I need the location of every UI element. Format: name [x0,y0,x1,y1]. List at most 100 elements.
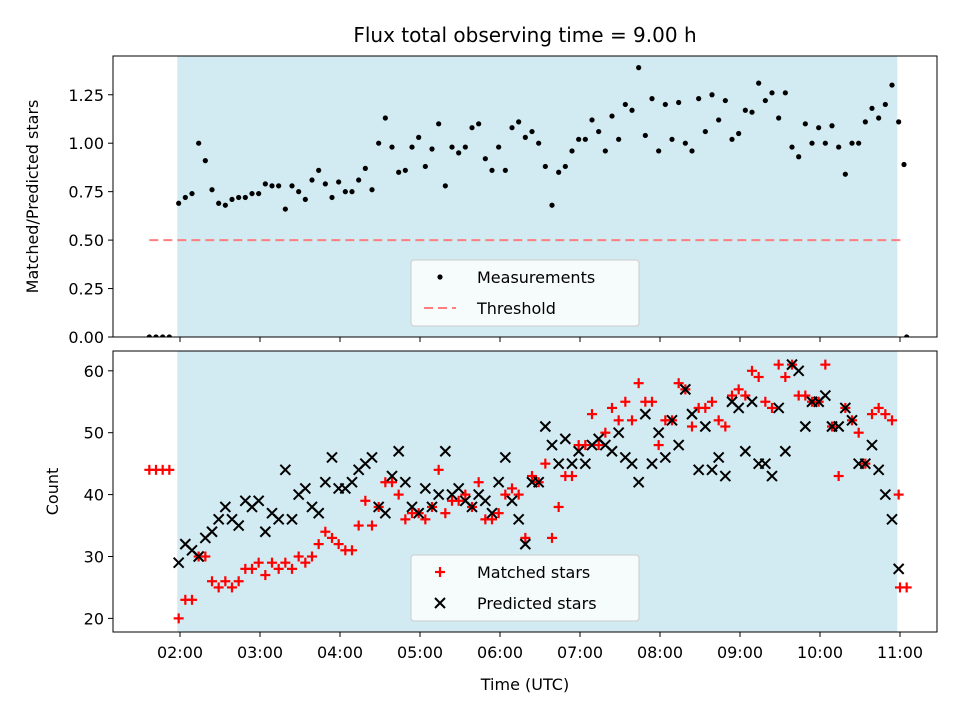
measurements-point [496,144,502,150]
legend-label: Predicted stars [477,594,597,613]
predicted-stars-point-b [219,501,232,513]
measurements-point [516,119,522,125]
measurements-point [449,144,455,150]
measurements-point [396,169,402,175]
measurements-point [582,136,588,142]
predicted-stars-point-b [786,358,798,371]
predicted-stars-point [652,426,665,439]
predicted-stars-point-b [719,470,732,482]
predicted-stars-point [632,476,645,488]
measurements-point [736,130,742,137]
predicted-stars-point-b [286,513,298,526]
legend: Measurements Threshold [410,259,640,327]
measurements-point [402,167,408,173]
predicted-stars-point-b [299,482,312,495]
y-tick-label: 0.00 [68,328,104,347]
predicted-stars-point-b [772,402,785,414]
predicted-stars-point-b [692,464,705,476]
predicted-stars-point-b [599,439,612,451]
x-tick-label: 03:00 [237,643,283,662]
measurements-point [622,101,628,108]
measurements-point [709,92,715,98]
matched-stars-point [333,539,344,550]
predicted-stars-point-b [886,513,898,526]
measurements-point [869,105,875,111]
measurements-point [556,169,562,175]
predicted-stars-point [279,464,292,476]
predicted-stars-point-b [866,439,878,451]
matched-stars-point [607,402,617,413]
y-tick-label: 1.25 [68,86,104,105]
measurements-point [662,101,668,108]
predicted-stars-point [326,451,338,464]
predicted-stars-point [832,420,845,433]
measurements-point [729,136,735,142]
matched-stars-point [280,557,291,568]
measurements-point [576,136,582,142]
measurements-point [689,148,695,154]
predicted-stars-point-b [712,451,725,464]
measurements-point [749,109,755,115]
predicted-stars-point-b [746,396,758,408]
predicted-stars-point [679,383,692,396]
predicted-stars-point [319,476,332,488]
bottom-panel: 20 30 40 50 60 02:00 03:00 04:00 05:00 06:00 07:00… [43,350,938,694]
matched-stars-point [460,489,471,500]
measurements-point [609,113,615,119]
matched-stars-point [253,557,264,568]
measurements-point [901,161,907,168]
matched-stars-point [853,427,864,438]
predicted-stars-point-b [512,513,525,526]
matched-stars-point [800,390,811,401]
measurements-point [176,200,182,206]
predicted-stars-point [412,507,425,519]
matched-stars-point [700,402,711,413]
matched-stars-point [164,464,175,475]
predicted-stars-point [719,470,732,482]
matched-stars-point [187,594,197,605]
measurements-point [256,190,262,197]
predicted-stars-point-b [186,544,198,557]
y-tick-label: 30 [84,547,104,566]
matched-stars-point [747,365,757,376]
predicted-stars-point [312,507,325,519]
predicted-stars-point [366,451,378,464]
measurements-point [429,146,435,152]
matched-stars-point [360,495,371,506]
matched-stars-point [727,390,737,401]
predicted-stars-point-b [532,476,545,488]
measurements-point [549,202,555,208]
matched-stars-point [740,390,751,401]
y-axis-label: Matched/Predicted stars [23,100,42,294]
predicted-stars-point-b [179,538,192,550]
predicted-stars-point [886,513,898,526]
data-points [144,358,912,624]
measurements-point [302,196,308,203]
measurements-point [682,140,688,146]
predicted-stars-point-b [872,464,885,476]
matched-stars-point [873,402,884,413]
measurements-point [836,144,842,150]
predicted-stars-point [379,507,392,519]
predicted-stars-point [532,476,545,488]
predicted-stars-point [219,501,232,513]
predicted-stars-point [452,482,465,495]
measurements-point [904,334,910,337]
predicted-stars-point-b [879,488,892,501]
predicted-stars-point [799,420,812,433]
matched-stars-point [420,514,431,525]
matched-stars-point [673,378,684,389]
predicted-stars-point [546,439,558,451]
predicted-stars-point-b [479,495,492,507]
measurements-point [146,334,152,337]
predicted-stars-point [672,439,685,451]
measurements-point [382,115,388,121]
predicted-stars-point [572,445,585,457]
measurements-point [636,65,642,71]
measurements-point [416,134,422,140]
measurements-point [796,154,802,160]
matched-stars-point [773,359,784,370]
measurements-point [529,128,535,135]
predicted-stars-point [539,420,552,433]
predicted-stars-point [686,408,698,420]
